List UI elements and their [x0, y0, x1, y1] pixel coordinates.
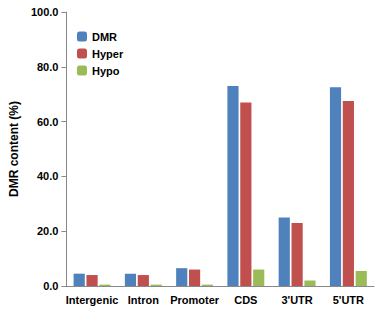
svg-text:3'UTR: 3'UTR	[281, 294, 312, 306]
svg-text:DMR: DMR	[92, 31, 117, 43]
svg-text:CDS: CDS	[234, 294, 257, 306]
svg-text:0.0: 0.0	[43, 280, 58, 292]
svg-text:80.0: 80.0	[37, 61, 58, 73]
svg-text:Hypo: Hypo	[92, 65, 120, 77]
svg-text:20.0: 20.0	[37, 225, 58, 237]
svg-text:Hyper: Hyper	[92, 48, 124, 60]
svg-text:DMR content (%): DMR content (%)	[7, 101, 21, 197]
svg-text:Intergenic: Intergenic	[66, 294, 119, 306]
svg-text:5'UTR: 5'UTR	[333, 294, 364, 306]
svg-text:60.0: 60.0	[37, 116, 58, 128]
svg-text:100.0: 100.0	[31, 6, 59, 18]
svg-text:40.0: 40.0	[37, 170, 58, 182]
svg-text:Intron: Intron	[128, 294, 159, 306]
svg-text:Promoter: Promoter	[170, 294, 220, 306]
